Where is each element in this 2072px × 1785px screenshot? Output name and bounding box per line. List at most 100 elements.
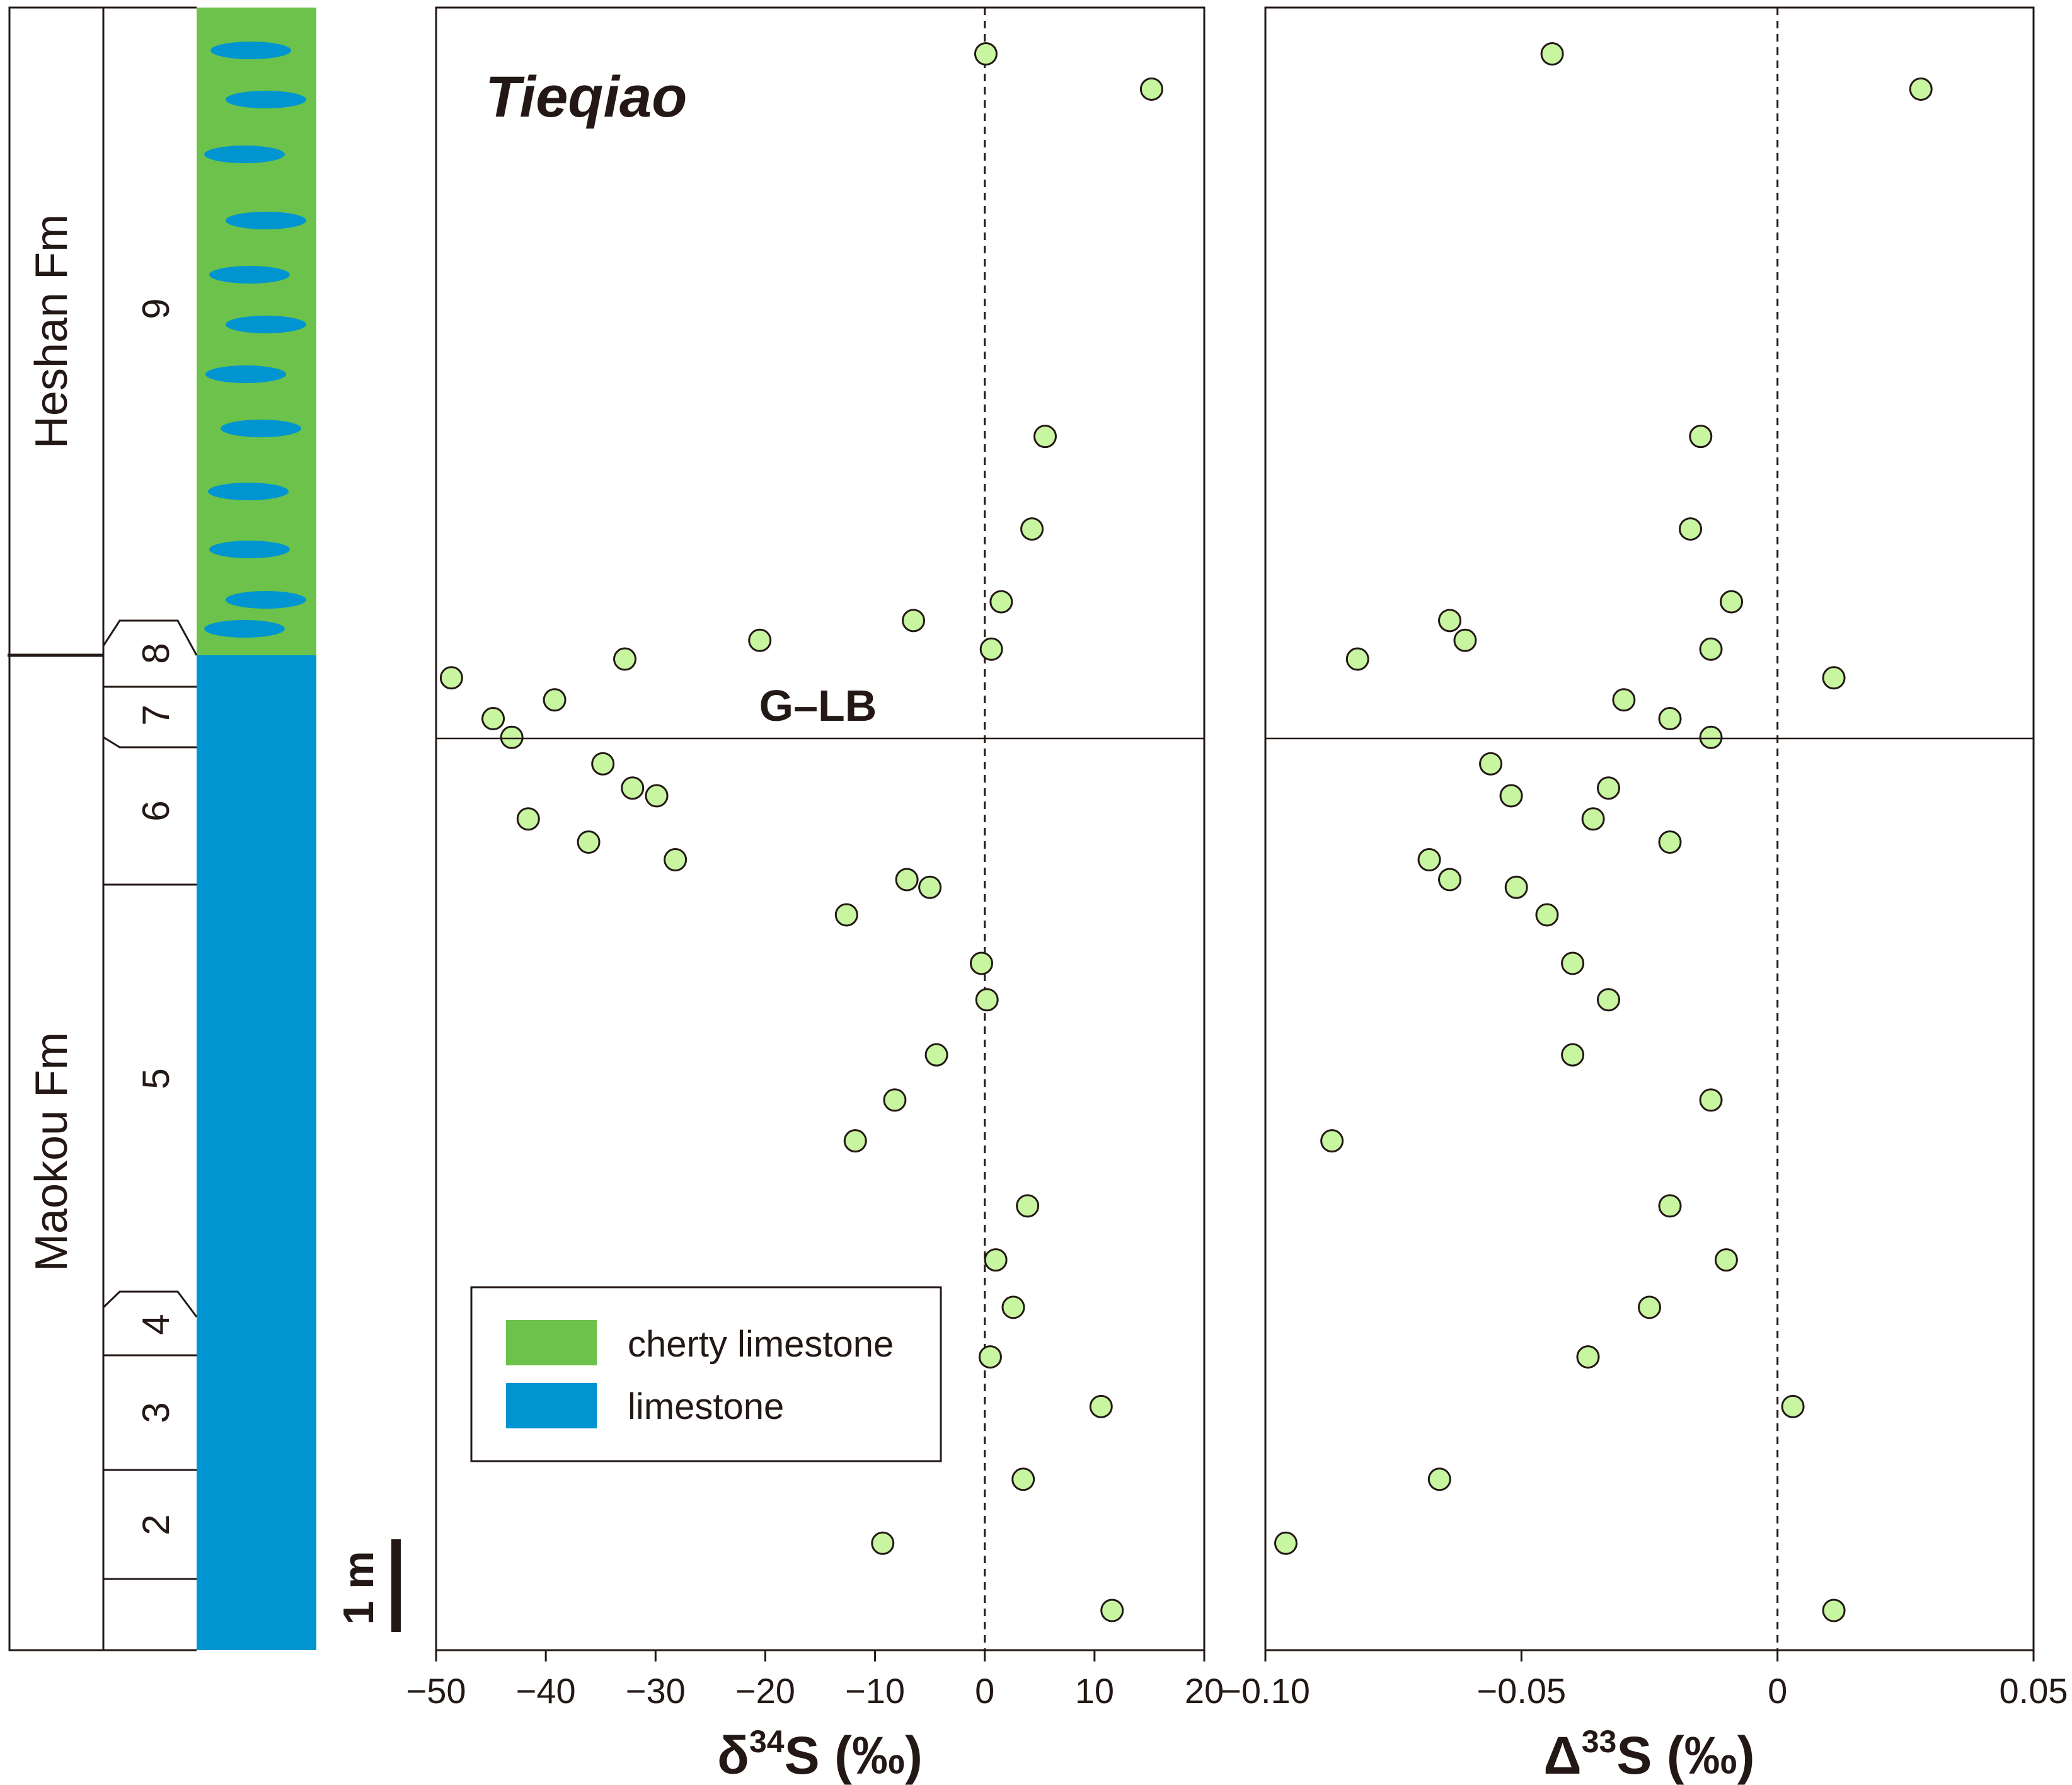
delta34s-data-point bbox=[543, 688, 567, 712]
delta34s-tick-label: 0 bbox=[975, 1671, 994, 1711]
delta34s-data-point bbox=[748, 628, 772, 652]
cap-delta33s-data-point bbox=[1822, 1598, 1846, 1622]
cap-delta33s-data-point bbox=[1499, 784, 1523, 808]
cap-delta33s-data-point bbox=[1596, 776, 1620, 800]
delta34s-data-point bbox=[621, 776, 645, 800]
bed-number-2: 2 bbox=[135, 1514, 177, 1535]
cap-delta33s-axis-ticks: −0.10 −0.05 0 0.05 bbox=[1221, 1650, 2068, 1711]
cap-delta33s-tick-label: 0.05 bbox=[2000, 1671, 2068, 1711]
delta34s-data-point bbox=[989, 590, 1013, 614]
cap-delta33s-data-point bbox=[1417, 847, 1441, 871]
cap-delta33s-data-point bbox=[1479, 752, 1503, 776]
delta34s-data-point bbox=[1011, 1467, 1035, 1491]
cap-delta33s-tick-label: 0 bbox=[1768, 1671, 1787, 1711]
delta34s-data-point bbox=[439, 666, 463, 690]
delta34s-data-point bbox=[924, 1043, 948, 1067]
delta34s-data-point bbox=[577, 830, 601, 854]
scale-bar: 1 m bbox=[335, 1539, 401, 1632]
cap-delta33s-data-point bbox=[1658, 1194, 1682, 1218]
bed-numbers: 9 8 7 6 5 4 3 2 bbox=[135, 298, 177, 1535]
lithology-column bbox=[197, 8, 316, 1650]
cap-delta33s-data-point bbox=[1427, 1467, 1451, 1491]
cap-delta33s-data-point bbox=[1822, 666, 1846, 690]
cap-delta33s-data-point bbox=[1504, 875, 1528, 899]
cap-delta33s-data-point bbox=[1714, 1248, 1738, 1272]
delta34s-data-point bbox=[664, 847, 688, 871]
delta34s-data-point bbox=[974, 42, 998, 66]
scale-bar-label: 1 m bbox=[335, 1551, 383, 1624]
glb-boundary-label: G–LB bbox=[759, 681, 877, 730]
cap-delta33s-data-point bbox=[1658, 707, 1682, 731]
delta34s-data-point bbox=[883, 1088, 907, 1112]
delta34s-data-point bbox=[1100, 1598, 1124, 1622]
cap-delta33s-data-point bbox=[1909, 77, 1933, 101]
cap-delta33s-data-point bbox=[1720, 590, 1744, 614]
delta34s-data-point bbox=[969, 951, 993, 975]
delta34s-data-point bbox=[918, 875, 942, 899]
cap-delta33s-points bbox=[1274, 42, 1933, 1622]
delta34s-data-point bbox=[1016, 1194, 1040, 1218]
cap-delta33s-data-point bbox=[1561, 951, 1585, 975]
cap-delta33s-data-point bbox=[1699, 637, 1723, 661]
delta34s-data-point bbox=[645, 784, 669, 808]
bed-number-9: 9 bbox=[135, 298, 177, 319]
lithology-legend: cherty limestone limestone bbox=[470, 1286, 942, 1462]
delta34s-tick-label: −30 bbox=[626, 1671, 686, 1711]
delta34s-data-point bbox=[1020, 517, 1044, 541]
cap-delta33s-data-point bbox=[1596, 988, 1620, 1012]
limestone-interval bbox=[197, 655, 316, 1650]
delta34s-points bbox=[439, 42, 1163, 1622]
legend-label-limestone: limestone bbox=[628, 1386, 784, 1427]
glb-boundary: G–LB bbox=[436, 681, 2034, 740]
delta34s-data-point bbox=[843, 1129, 867, 1153]
delta34s-data-point bbox=[516, 807, 540, 831]
delta34s-data-point bbox=[1001, 1295, 1025, 1319]
delta34s-axis-title: δ34S (‰) bbox=[717, 1724, 923, 1785]
cap-delta33s-plot-frame bbox=[1264, 6, 2035, 1651]
bed-number-4: 4 bbox=[135, 1314, 177, 1334]
delta34s-tick-label: −50 bbox=[406, 1671, 466, 1711]
cap-delta33s-tick-label: −0.10 bbox=[1221, 1671, 1310, 1711]
cap-delta33s-data-point bbox=[1638, 1295, 1661, 1319]
cap-delta33s-axis-title: Δ33S (‰) bbox=[1543, 1724, 1754, 1785]
cap-delta33s-data-point bbox=[1561, 1043, 1585, 1067]
formation-label-heshan: Heshan Fm bbox=[26, 214, 77, 449]
legend-swatch-limestone bbox=[506, 1383, 597, 1428]
cap-delta33s-panel: −0.10 −0.05 0 0.05 Δ33S (‰) bbox=[1221, 6, 2068, 1785]
bed-number-6: 6 bbox=[135, 800, 177, 821]
cap-delta33s-data-point bbox=[1576, 1345, 1600, 1369]
cap-delta33s-data-point bbox=[1699, 1088, 1723, 1112]
delta34s-data-point bbox=[1089, 1394, 1113, 1418]
bed-number-3: 3 bbox=[135, 1402, 177, 1423]
cap-delta33s-data-point bbox=[1345, 647, 1369, 671]
cap-delta33s-data-point bbox=[1689, 425, 1713, 449]
delta34s-tick-label: −40 bbox=[516, 1671, 576, 1711]
cap-delta33s-data-point bbox=[1781, 1394, 1805, 1418]
cap-delta33s-data-point bbox=[1699, 725, 1723, 749]
bed-number-5: 5 bbox=[135, 1068, 177, 1089]
cap-delta33s-data-point bbox=[1535, 903, 1559, 927]
delta34s-data-point bbox=[1139, 77, 1163, 101]
delta34s-tick-label: 10 bbox=[1075, 1671, 1114, 1711]
cap-delta33s-data-point bbox=[1679, 517, 1703, 541]
delta34s-data-point bbox=[591, 752, 615, 776]
delta34s-data-point bbox=[834, 903, 858, 927]
cap-delta33s-data-point bbox=[1438, 609, 1462, 633]
delta34s-data-point bbox=[500, 725, 524, 749]
delta34s-data-point bbox=[481, 707, 505, 731]
cap-delta33s-data-point bbox=[1612, 688, 1636, 712]
delta34s-data-point bbox=[978, 1345, 1002, 1369]
bed-column bbox=[102, 6, 198, 1651]
delta34s-data-point bbox=[613, 647, 637, 671]
cap-delta33s-tick-label: −0.05 bbox=[1476, 1671, 1566, 1711]
cap-delta33s-data-point bbox=[1438, 868, 1462, 892]
bed-number-8: 8 bbox=[135, 643, 177, 663]
delta34s-axis-ticks: −50 −40 −30 −20 −10 0 10 20 bbox=[406, 1650, 1224, 1711]
legend-label-cherty-limestone: cherty limestone bbox=[628, 1324, 894, 1365]
delta34s-tick-label: −10 bbox=[845, 1671, 905, 1711]
delta34s-data-point bbox=[895, 868, 919, 892]
legend-swatch-cherty-limestone bbox=[506, 1320, 597, 1365]
chert-nodules bbox=[204, 42, 306, 638]
delta34s-tick-label: 20 bbox=[1185, 1671, 1224, 1711]
